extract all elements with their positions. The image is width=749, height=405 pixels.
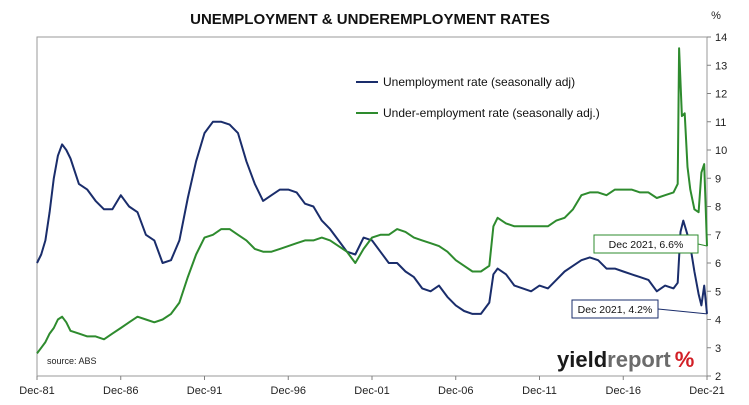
- annotation-label-unemployment: Dec 2021, 4.2%: [578, 304, 653, 316]
- x-tick-label: Dec-21: [689, 385, 724, 397]
- series-line-underemployment: [36, 47, 708, 354]
- annotation-leader-unemployment: [657, 308, 708, 315]
- y-tick-label: 6: [715, 258, 721, 270]
- chart-title: UNEMPLOYMENT & UNDEREMPLOYMENT RATES: [190, 11, 550, 28]
- annotation-leader-underemployment: [697, 243, 708, 247]
- y-tick-label: 7: [715, 230, 721, 242]
- y-tick-label: 13: [715, 60, 727, 72]
- legend-label-unemployment: Unemployment rate (seasonally adj): [383, 75, 575, 89]
- annotation-box-unemployment: [571, 299, 659, 319]
- x-tick-label: Dec-06: [438, 385, 473, 397]
- brand-logo: yieldreport%: [557, 347, 694, 372]
- y-tick-label: 3: [715, 343, 721, 355]
- x-tick-label: Dec-11: [522, 385, 557, 397]
- legend-label-underemployment: Under-employment rate (seasonally adj.): [383, 106, 600, 120]
- y-unit-label: %: [711, 10, 721, 22]
- x-tick-label: Dec-16: [606, 385, 641, 397]
- y-tick-label: 10: [715, 145, 727, 157]
- annotation-layer: Dec 2021, 6.6% Dec 2021, 4.2%: [571, 234, 708, 319]
- y-tick-label: 12: [715, 89, 727, 101]
- series-layer: [36, 47, 708, 354]
- brand-logo-symbol: %: [675, 347, 695, 372]
- brand-logo-part2: report: [607, 347, 671, 372]
- y-tick-label: 9: [715, 173, 721, 185]
- x-tick-label: Dec-81: [19, 385, 54, 397]
- y-tick-label: 8: [715, 202, 721, 214]
- brand-logo-part1: yield: [557, 347, 607, 372]
- y-tick-label: 14: [715, 32, 727, 44]
- y-tick-label: 4: [715, 315, 721, 327]
- y-tick-label: 11: [715, 117, 726, 129]
- plot-area-frame: [36, 36, 708, 377]
- x-tick-label: Dec-91: [187, 385, 222, 397]
- annotation-box-underemployment: [593, 234, 699, 254]
- y-tick-label: 5: [715, 286, 721, 298]
- legend: Unemployment rate (seasonally adj) Under…: [356, 75, 600, 120]
- x-axis: Dec-81 Dec-86 Dec-91 Dec-96 Dec-01 Dec-06 Dec-…: [19, 376, 725, 397]
- source-note: source: ABS: [47, 356, 97, 366]
- y-tick-label: 2: [715, 371, 721, 383]
- x-tick-label: Dec-96: [271, 385, 306, 397]
- y-axis: 2 3 4 5 6 7 8 9 10 11 12 13 14: [707, 32, 727, 383]
- x-tick-label: Dec-01: [354, 385, 389, 397]
- x-tick-label: Dec-86: [103, 385, 138, 397]
- annotation-label-underemployment: Dec 2021, 6.6%: [609, 239, 684, 251]
- series-line-unemployment: [36, 120, 708, 315]
